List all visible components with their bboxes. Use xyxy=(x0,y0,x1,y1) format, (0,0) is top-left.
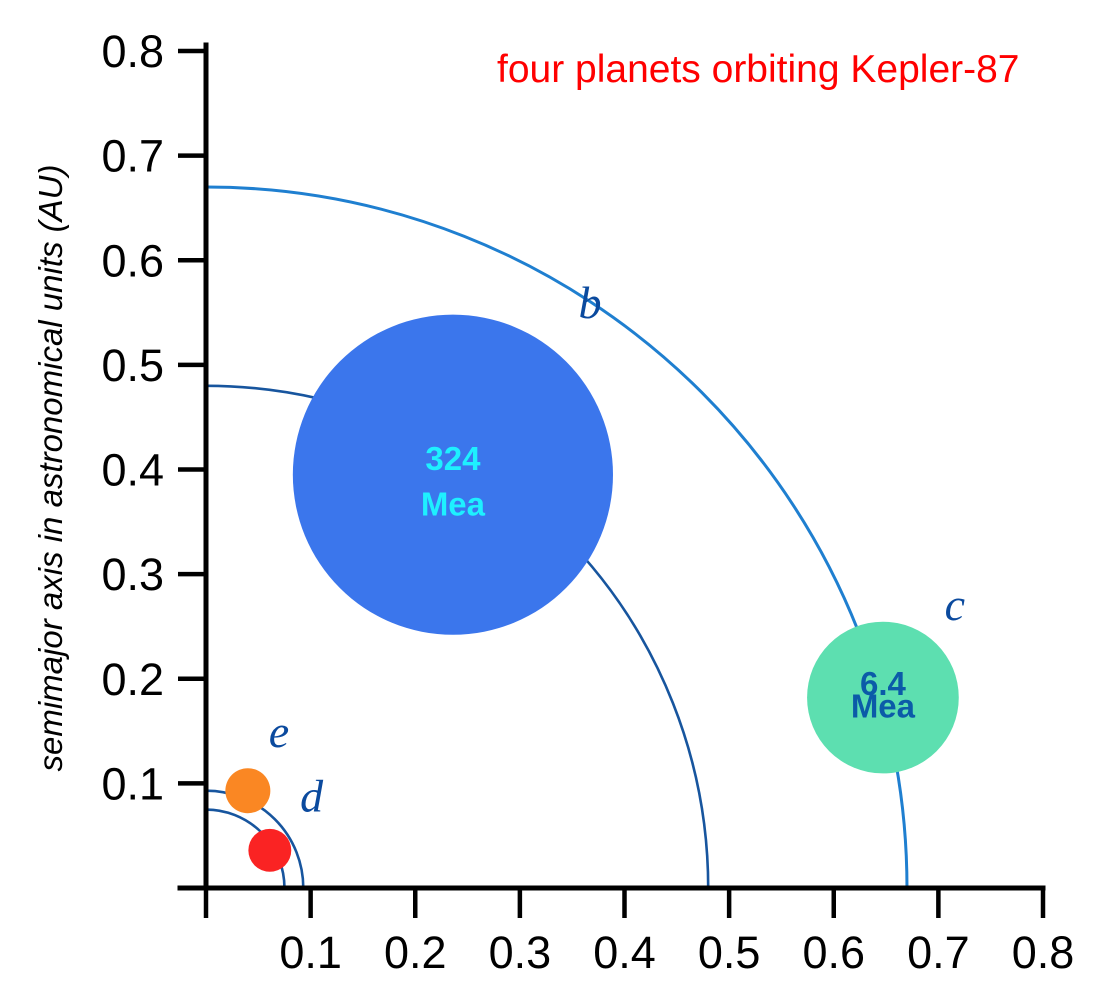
chart-title: four planets orbiting Kepler-87 xyxy=(497,48,1019,91)
planet-c[interactable] xyxy=(807,621,959,774)
planet-d[interactable] xyxy=(248,828,292,872)
planet-b-mass-value: 324 xyxy=(425,440,481,477)
planet-e[interactable] xyxy=(225,768,271,814)
y-tick-label-0.5: 0.5 xyxy=(101,340,164,391)
x-axis-ticks: 0.1 0.2 0.3 0.4 0.5 0.6 0.7 0.8 xyxy=(203,888,1075,978)
planet-b[interactable] xyxy=(292,314,613,635)
y-tick-label-0.8: 0.8 xyxy=(101,26,164,77)
planet-label-b: b xyxy=(578,277,601,328)
planet-labels-group: b c ed xyxy=(269,277,965,822)
y-tick-label-0.2: 0.2 xyxy=(101,654,164,705)
planet-label-d: d xyxy=(300,771,324,822)
x-tick-label-0.2: 0.2 xyxy=(384,927,447,978)
y-tick-label-0.6: 0.6 xyxy=(101,235,164,286)
x-tick-label-0.6: 0.6 xyxy=(802,927,865,978)
planet-label-e: e xyxy=(269,706,289,757)
planet-b-mass-unit: Mea xyxy=(421,486,486,523)
planet-c-mass-value: 6.4 xyxy=(860,665,907,702)
y-axis-ticks: 0.1 0.2 0.3 0.4 0.5 0.6 0.7 0.8 xyxy=(101,26,206,891)
x-tick-label-0.4: 0.4 xyxy=(593,927,656,978)
planet-c-mass-unit: Mea xyxy=(851,688,916,725)
y-axis-title: semimajor axis in astronomical units (AU… xyxy=(32,164,69,771)
x-tick-label-0.3: 0.3 xyxy=(489,927,552,978)
y-tick-label-0.4: 0.4 xyxy=(101,445,164,496)
x-tick-label-0.5: 0.5 xyxy=(698,927,761,978)
y-tick-label-0.1: 0.1 xyxy=(101,758,164,809)
y-tick-label-0.3: 0.3 xyxy=(101,549,164,600)
x-tick-label-0.8: 0.8 xyxy=(1012,927,1075,978)
x-tick-label-0.7: 0.7 xyxy=(907,927,970,978)
y-tick-label-0.7: 0.7 xyxy=(101,131,164,182)
x-tick-label-0.1: 0.1 xyxy=(279,927,342,978)
planet-label-c: c xyxy=(945,579,965,630)
